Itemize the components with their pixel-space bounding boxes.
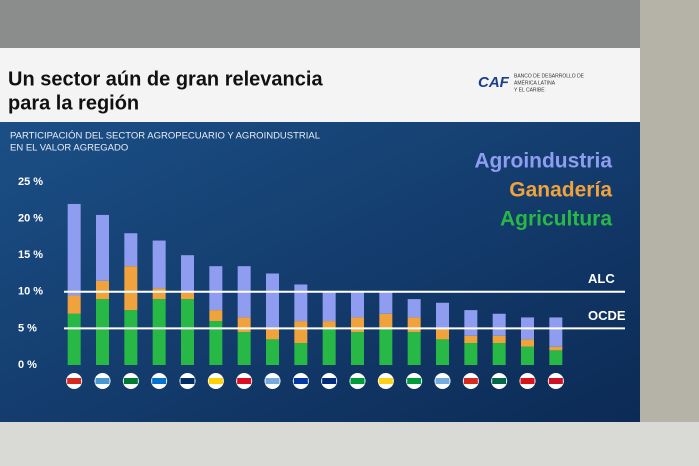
bar-segment xyxy=(322,321,336,329)
flag-stripe xyxy=(237,378,252,384)
bar-segment xyxy=(67,313,81,365)
bar-segment xyxy=(379,328,393,365)
bar-segment xyxy=(549,317,563,347)
bar-segment xyxy=(237,332,251,365)
y-tick-label: 20 % xyxy=(18,213,43,225)
bar-segment xyxy=(521,339,534,347)
bar-segment xyxy=(209,310,223,322)
y-tick-label: 10 % xyxy=(18,286,43,298)
flag-stripe xyxy=(265,378,280,384)
bar-segment xyxy=(124,266,138,311)
bar-segment xyxy=(322,291,336,322)
bar-segment xyxy=(266,328,279,340)
flag-stripe xyxy=(520,378,535,384)
bar-segment xyxy=(436,302,449,329)
bar-segment xyxy=(492,313,506,336)
bar-segment xyxy=(549,350,563,365)
bar-segment xyxy=(379,291,393,314)
reference-label: OCDE xyxy=(588,308,626,323)
flag-stripe xyxy=(322,378,337,384)
flag-stripe xyxy=(123,378,138,384)
flag-stripe xyxy=(180,378,195,384)
flag-stripe xyxy=(350,378,365,384)
bar-segment xyxy=(407,299,421,318)
bar-segment xyxy=(266,339,279,365)
bar-segment xyxy=(351,317,364,333)
bar-segment xyxy=(464,343,478,365)
title: para la región xyxy=(8,92,139,114)
bar-segment xyxy=(96,214,109,281)
legend-entry: Ganadería xyxy=(509,179,612,202)
y-tick-label: 25 % xyxy=(18,176,43,188)
flag-stripe xyxy=(208,378,223,384)
bar-segment xyxy=(152,299,166,365)
subtitle: PARTICIPACIÓN DEL SECTOR AGROPECUARIO Y … xyxy=(10,131,320,142)
y-tick-label: 0 % xyxy=(18,359,37,371)
bar-segment xyxy=(67,203,81,296)
flag-stripe xyxy=(152,378,167,384)
flag-stripe xyxy=(407,378,422,384)
flag-stripe xyxy=(492,378,507,384)
y-tick-label: 15 % xyxy=(18,249,43,261)
bar-segment xyxy=(436,339,449,365)
bar-segment xyxy=(294,284,308,322)
bar-segment xyxy=(152,240,166,289)
bar-segment xyxy=(322,328,336,365)
bar-segment xyxy=(351,291,364,318)
bar-segment xyxy=(464,335,478,344)
flag-stripe xyxy=(293,378,308,384)
logo: CAF xyxy=(478,74,510,91)
bar-segment xyxy=(209,321,223,365)
bar-segment xyxy=(124,233,138,267)
bar-segment xyxy=(407,317,421,333)
bar-segment xyxy=(266,273,279,329)
bar-segment xyxy=(492,335,506,344)
banner xyxy=(0,422,699,466)
flag-stripe xyxy=(463,378,478,384)
legend-entry: Agricultura xyxy=(500,208,612,231)
bar-segment xyxy=(181,299,194,365)
bar-segment xyxy=(294,321,308,344)
subtitle: EN EL VALOR AGREGADO xyxy=(10,143,128,154)
bar-segment xyxy=(464,310,478,336)
title: Un sector aún de gran relevancia xyxy=(8,68,323,90)
logo-text: Y EL CARIBE xyxy=(514,87,545,93)
bar-segment xyxy=(379,313,393,329)
bar-segment xyxy=(181,291,194,300)
bar-segment xyxy=(96,299,109,365)
bar-segment xyxy=(67,295,81,314)
bar-segment xyxy=(351,332,364,365)
reference-label: ALC xyxy=(588,271,615,286)
bar-segment xyxy=(124,310,138,365)
bar-segment xyxy=(237,317,251,333)
bar-segment xyxy=(521,346,534,365)
bar-segment xyxy=(436,328,449,340)
flag-stripe xyxy=(95,378,110,384)
logo-text: AMÉRICA LATINA xyxy=(514,79,556,86)
flag-stripe xyxy=(548,378,563,384)
bar-segment xyxy=(407,332,421,365)
y-tick-label: 5 % xyxy=(18,322,37,334)
flag-stripe xyxy=(435,378,450,384)
title-band xyxy=(0,48,640,122)
logo-text: BANCO DE DESARROLLO DE xyxy=(514,73,585,79)
wall xyxy=(640,0,699,466)
bar-segment xyxy=(181,255,194,292)
flag-stripe xyxy=(67,378,82,384)
flag-stripe xyxy=(378,378,393,384)
bar-segment xyxy=(549,346,563,351)
legend-entry: Agroindustria xyxy=(474,150,612,173)
bar-segment xyxy=(96,280,109,300)
bar-segment xyxy=(294,343,308,365)
bar-segment xyxy=(492,343,506,365)
bar-segment xyxy=(152,288,166,300)
bar-segment xyxy=(209,266,223,311)
